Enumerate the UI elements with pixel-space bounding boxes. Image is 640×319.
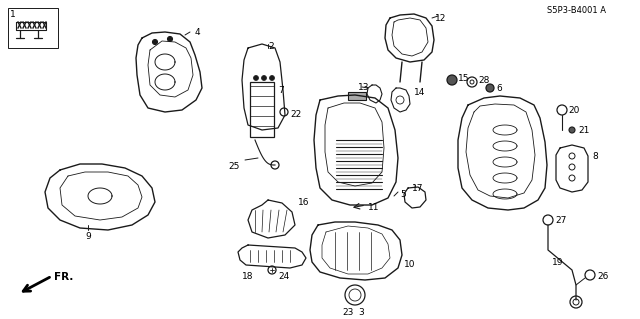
Text: 12: 12 bbox=[435, 14, 446, 23]
Text: 2: 2 bbox=[268, 42, 274, 51]
Bar bbox=[348, 92, 366, 100]
Bar bbox=[8, 8, 58, 48]
Text: 1: 1 bbox=[10, 10, 16, 19]
Text: 17: 17 bbox=[412, 184, 424, 193]
Text: 24: 24 bbox=[278, 272, 289, 281]
Text: 26: 26 bbox=[597, 272, 609, 281]
Text: 20: 20 bbox=[568, 106, 579, 115]
Text: FR.: FR. bbox=[54, 272, 74, 282]
Text: 18: 18 bbox=[242, 272, 253, 281]
Text: 10: 10 bbox=[404, 260, 415, 269]
Text: 8: 8 bbox=[592, 152, 598, 161]
Bar bbox=[250, 82, 274, 137]
Text: 19: 19 bbox=[552, 258, 563, 267]
Circle shape bbox=[262, 76, 266, 80]
Circle shape bbox=[486, 84, 494, 92]
Circle shape bbox=[447, 75, 457, 85]
Text: 13: 13 bbox=[358, 83, 369, 92]
Text: 28: 28 bbox=[478, 76, 490, 85]
Text: 7: 7 bbox=[278, 86, 284, 95]
Text: S5P3-B4001 A: S5P3-B4001 A bbox=[547, 6, 606, 15]
Text: 16: 16 bbox=[298, 198, 310, 207]
Circle shape bbox=[269, 76, 275, 80]
Text: 21: 21 bbox=[578, 126, 589, 135]
Text: 6: 6 bbox=[496, 84, 502, 93]
Text: 27: 27 bbox=[555, 216, 566, 225]
Text: 11: 11 bbox=[368, 203, 380, 212]
Text: 22: 22 bbox=[290, 110, 301, 119]
Text: 5: 5 bbox=[400, 190, 406, 199]
Circle shape bbox=[253, 76, 259, 80]
Text: 14: 14 bbox=[414, 88, 426, 97]
Text: 3: 3 bbox=[358, 308, 364, 317]
Circle shape bbox=[152, 40, 157, 44]
Circle shape bbox=[569, 127, 575, 133]
Text: 4: 4 bbox=[195, 28, 200, 37]
Circle shape bbox=[168, 36, 173, 41]
Text: 23: 23 bbox=[342, 308, 353, 317]
Text: 25: 25 bbox=[228, 162, 239, 171]
Text: 9: 9 bbox=[85, 232, 91, 241]
Text: 15: 15 bbox=[458, 74, 470, 83]
